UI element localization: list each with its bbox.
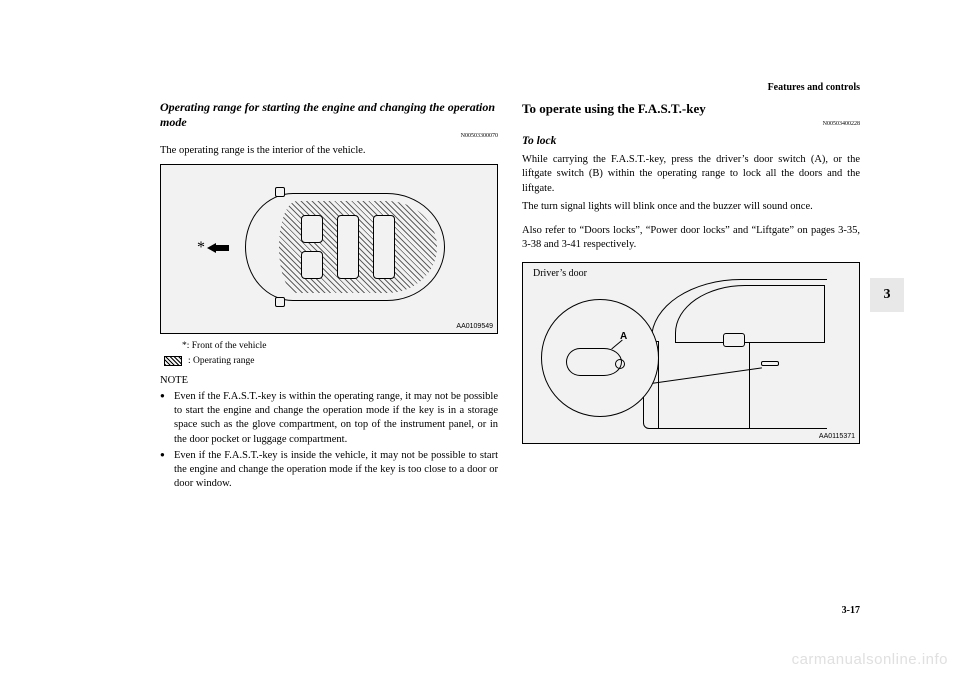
zoom-detail-circle: A — [541, 299, 659, 417]
figure2-id: AA0115371 — [819, 432, 855, 441]
figure-operating-range: * AA0109549 — [160, 164, 498, 334]
note-bullet-item: Even if the F.A.S.T.-key is within the o… — [174, 390, 498, 447]
callout-label-a: A — [620, 330, 627, 344]
figure2-caption: Driver’s door — [533, 267, 587, 281]
right-column: To operate using the F.A.S.T.-key N00503… — [522, 100, 860, 491]
seat-icon — [301, 215, 323, 243]
seat-icon — [301, 251, 323, 279]
left-column: Operating range for starting the engine … — [160, 100, 498, 491]
chapter-side-tab: 3 — [870, 278, 904, 312]
figure-drivers-door: Driver’s door A AA0115371 — [522, 262, 860, 444]
right-subtitle: To lock — [522, 134, 860, 150]
left-section-title: Operating range for starting the engine … — [160, 100, 498, 130]
right-para-3: Also refer to “Doors locks”, “Power door… — [522, 224, 860, 252]
seat-icon — [337, 215, 359, 279]
note-bullet-item: Even if the F.A.S.T.-key is inside the v… — [174, 449, 498, 492]
car-door-handle-icon — [761, 361, 779, 366]
hatch-pattern-icon — [164, 356, 182, 366]
car-door-seam — [749, 343, 750, 429]
mirror-right-icon — [275, 297, 285, 307]
right-para-2: The turn signal lights will blink once a… — [522, 200, 860, 214]
front-of-vehicle-marker: * — [197, 237, 229, 259]
chapter-number: 3 — [884, 287, 891, 303]
car-side-mirror-icon — [723, 333, 745, 347]
note-heading: NOTE — [160, 374, 498, 388]
left-intro-text: The operating range is the interior of t… — [160, 144, 498, 158]
zoom-door-handle-icon — [566, 348, 622, 376]
right-doc-id: N00503400228 — [522, 120, 860, 128]
figure1-id: AA0109549 — [456, 322, 493, 331]
note-bullet-list: Even if the F.A.S.T.-key is within the o… — [160, 390, 498, 491]
legend-row-star: *: Front of the vehicle — [188, 340, 498, 353]
legend-row-hatch: : Operating range — [188, 355, 498, 368]
header-section-label: Features and controls — [768, 82, 860, 93]
left-doc-id: N00503300070 — [160, 132, 498, 140]
figure1-legend: *: Front of the vehicle : Operating rang… — [160, 340, 498, 368]
right-para-1: While carrying the F.A.S.T.-key, press t… — [522, 153, 860, 196]
page-number: 3-17 — [842, 605, 860, 616]
seat-icon — [373, 215, 395, 279]
content-columns: Operating range for starting the engine … — [160, 100, 860, 491]
legend-hatch-text: : Operating range — [188, 355, 254, 368]
asterisk-icon: * — [197, 237, 205, 259]
right-section-title: To operate using the F.A.S.T.-key — [522, 100, 860, 118]
arrow-left-icon — [207, 243, 229, 253]
manual-page: Features and controls Operating range fo… — [0, 0, 960, 678]
legend-star-text: *: Front of the vehicle — [182, 340, 266, 353]
watermark-text: carmanualsonline.info — [792, 651, 948, 668]
mirror-left-icon — [275, 187, 285, 197]
